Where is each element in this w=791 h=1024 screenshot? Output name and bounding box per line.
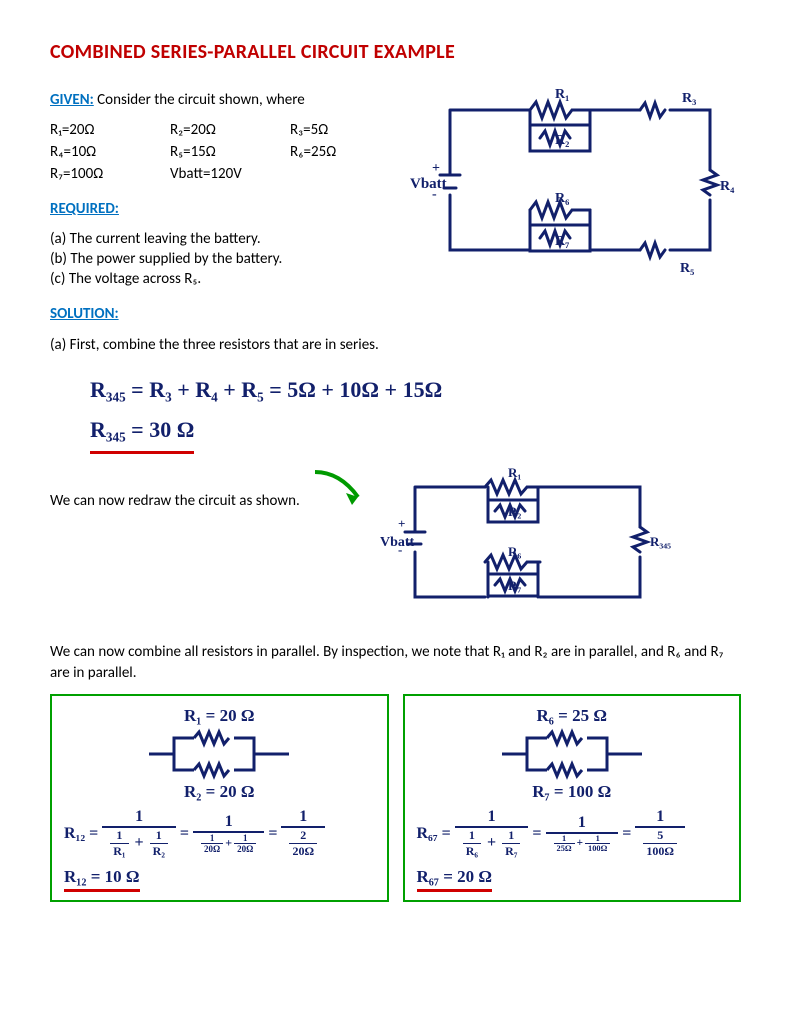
svg-text:R₃₄₅: R₃₄₅ [650,534,671,549]
svg-text:R₂: R₂ [508,504,521,519]
svg-text:R₇: R₇ [555,234,569,249]
solution-label: SOLUTION: [50,305,119,323]
svg-text:R₄: R₄ [720,179,735,194]
r5-value: R₅=15Ω [170,143,250,161]
given-row-1: R₁=20Ω R₂=20Ω R₃=5Ω [50,121,390,139]
svg-text:-: - [398,542,402,557]
box-r67-top-label: R₆ = 25 Ω [417,706,728,726]
page-title: COMBINED SERIES-PARALLEL CIRCUIT EXAMPLE [50,40,741,64]
svg-text:R₃: R₃ [682,91,696,106]
parallel-icon-r12 [139,726,299,782]
r67-lhs: R₆₇ = [417,825,451,843]
given-row-2: R₄=10Ω R₅=15Ω R₆=25Ω [50,143,390,161]
svg-text:R₆: R₆ [555,191,569,206]
required-b: (b) The power supplied by the battery. [50,250,390,268]
svg-text:R₆: R₆ [508,544,521,559]
svg-text:R₅: R₅ [680,261,694,276]
r67-result: R₆₇ = 20 Ω [417,867,493,892]
r4-value: R₄=10Ω [50,143,130,161]
given-label: GIVEN: [50,91,94,109]
step-a-text: (a) First, combine the three resistors t… [50,335,741,356]
svg-text:R₁: R₁ [508,465,521,480]
svg-text:+: + [398,516,405,531]
box-r67-bot-label: R₇ = 100 Ω [417,782,728,802]
r3-value: R₃=5Ω [290,121,370,139]
r12-result: R₁₂ = 10 Ω [64,867,140,892]
eq-r345-line1: R₃₄₅ = R₃ + R₄ + R₅ = 5Ω + 10Ω + 15Ω [90,370,741,410]
circuit-diagram-2: R₁ R₂ R₃₄₅ R₆ R₇ Vbatt + - [380,462,680,622]
box-r12: R₁ = 20 Ω R₂ = 20 Ω R₁₂ = 11R₁ + 1R₂ = 1… [50,694,389,902]
svg-text:R₂: R₂ [555,133,569,148]
given-text: Consider the circuit shown, where [94,91,305,109]
svg-text:Vbatt: Vbatt [410,176,447,192]
box-r12-bot-label: R₂ = 20 Ω [64,782,375,802]
combine-text: We can now combine all resistors in para… [50,642,741,684]
circuit-diagram-1: R₁ R₂ R₃ R₄ R₅ R₆ R₇ Vbatt + - [410,80,740,280]
redraw-text: We can now redraw the circuit as shown. [50,462,300,510]
svg-text:R₁: R₁ [555,87,569,102]
given-row-3: R₇=100Ω Vbatt=120V [50,165,390,183]
box-r12-top-label: R₁ = 20 Ω [64,706,375,726]
vbatt-value: Vbatt=120V [170,165,250,183]
arrow-icon [310,462,370,512]
svg-text:R₇: R₇ [508,578,521,593]
r7-value: R₇=100Ω [50,165,130,183]
r12-lhs: R₁₂ = [64,825,98,843]
equation-r345: R₃₄₅ = R₃ + R₄ + R₅ = 5Ω + 10Ω + 15Ω R₃₄… [90,370,741,454]
r6-value: R₆=25Ω [290,143,370,161]
parallel-icon-r67 [492,726,652,782]
r2-value: R₂=20Ω [170,121,250,139]
r1-value: R₁=20Ω [50,121,130,139]
required-a: (a) The current leaving the battery. [50,230,390,248]
box-r67: R₆ = 25 Ω R₇ = 100 Ω R₆₇ = 11R₆ + 1R₇ = … [403,694,742,902]
eq-r345-result: R₃₄₅ = 30 Ω [90,410,194,455]
svg-text:+: + [432,161,440,176]
required-label: REQUIRED: [50,200,119,218]
required-c: (c) The voltage across R₅. [50,270,390,288]
svg-text:-: - [432,187,437,202]
